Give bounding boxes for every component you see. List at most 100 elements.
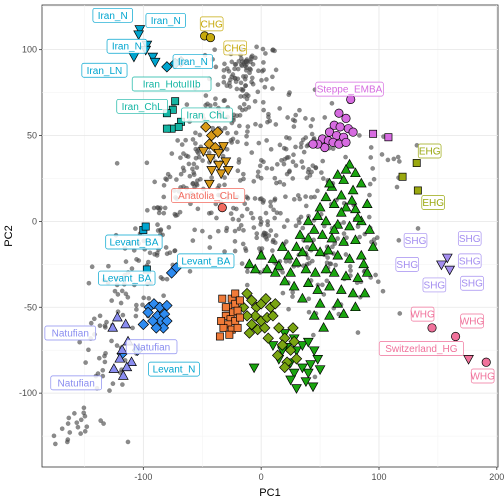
background-sample-point: [236, 217, 242, 223]
background-sample-point: [264, 165, 270, 171]
group-label: Levant_BA: [98, 270, 156, 286]
sample-marker-triangle-up: [108, 363, 120, 373]
sample-marker-triangle-up: [328, 224, 340, 234]
sample-marker-diamond: [200, 121, 212, 133]
y-axis-title: PC2: [3, 225, 15, 246]
background-sample-point: [260, 99, 266, 105]
background-sample-point: [293, 223, 299, 229]
group-label-box: [50, 375, 102, 391]
group-label-text: Natufian: [133, 342, 170, 353]
group-label-box: [460, 275, 484, 291]
group-label-box: [199, 16, 224, 32]
background-sample-point: [243, 248, 249, 254]
group-label-box: [421, 195, 445, 210]
sample-marker-triangle-down: [291, 384, 302, 394]
background-sample-point: [259, 77, 264, 83]
background-sample-point: [380, 288, 386, 294]
background-sample-point: [114, 160, 120, 166]
sample-marker-triangle-down: [134, 25, 146, 35]
sample-marker-triangle-up: [355, 249, 367, 260]
background-sample-point: [251, 225, 257, 230]
sample-marker-square: [219, 323, 228, 332]
sample-marker-triangle-up: [320, 215, 332, 226]
background-sample-point: [161, 194, 167, 200]
sample-marker-triangle-up: [324, 309, 335, 320]
sample-marker-triangle-up: [297, 246, 308, 257]
group-label-text: Iran_N: [151, 16, 181, 27]
background-sample-point: [306, 166, 312, 172]
sample-marker-triangle-up: [347, 287, 359, 298]
sample-marker-triangle-down: [133, 30, 145, 41]
group-label-text: SHG: [396, 260, 418, 271]
background-sample-point: [261, 107, 266, 113]
background-sample-point: [306, 296, 312, 302]
background-sample-point: [266, 114, 271, 120]
background-sample-point: [303, 135, 309, 140]
group-label-text: CHG: [201, 19, 223, 30]
background-sample-point: [155, 222, 160, 227]
background-sample-point: [261, 67, 266, 73]
group-label-box: [106, 38, 147, 54]
sample-marker-triangle-down: [206, 166, 218, 176]
group-label-box: [395, 256, 420, 272]
background-sample-point: [75, 424, 81, 430]
background-sample-point: [191, 161, 197, 167]
background-sample-point: [222, 61, 227, 67]
background-sample-point: [238, 222, 244, 228]
background-sample-point: [222, 249, 227, 254]
background-sample-point: [235, 139, 240, 145]
background-sample-point: [209, 175, 214, 180]
background-sample-point: [255, 169, 261, 175]
background-sample-point: [329, 100, 335, 106]
background-sample-point: [248, 67, 253, 72]
group-label-box: [403, 232, 428, 248]
background-sample-point: [181, 168, 187, 174]
y-tick-label: 50: [27, 131, 37, 141]
group-label-box: [145, 13, 186, 28]
sample-marker-triangle-up: [282, 249, 294, 260]
background-sample-point: [260, 46, 266, 52]
background-sample-point: [374, 235, 380, 240]
group-label: Iran_N: [172, 54, 213, 70]
group-label-text: SHG: [459, 256, 481, 267]
x-axis-title: PC1: [259, 487, 280, 499]
background-sample-point: [281, 182, 287, 187]
background-sample-point: [134, 307, 139, 312]
group-label: Natufian: [50, 375, 102, 391]
sample-marker-diamond: [241, 287, 253, 300]
sample-marker-diamond: [269, 298, 281, 310]
background-sample-point: [181, 151, 186, 156]
background-sample-point: [244, 141, 249, 147]
group-label: WHG: [470, 368, 495, 384]
sample-marker-triangle-up: [121, 361, 133, 372]
background-sample-point: [290, 176, 296, 181]
background-sample-point: [297, 107, 302, 113]
background-sample-point: [213, 64, 219, 70]
background-sample-point: [248, 210, 254, 216]
group-label-box: [422, 277, 447, 293]
background-sample-point: [215, 82, 221, 88]
sample-marker-square: [225, 330, 234, 339]
background-sample-point: [322, 115, 328, 120]
background-sample-point: [225, 130, 230, 136]
background-sample-point: [273, 67, 279, 73]
background-sample-point: [250, 215, 256, 221]
background-sample-point: [366, 214, 372, 220]
background-sample-point: [301, 149, 307, 155]
background-sample-point: [287, 90, 292, 95]
background-sample-point: [187, 173, 193, 179]
background-sample-point: [102, 323, 108, 329]
group-label-text: Iran_N: [112, 42, 142, 53]
background-sample-point: [251, 178, 257, 184]
background-sample-point: [272, 215, 278, 221]
group-label-text: Natufian: [58, 378, 95, 389]
sample-marker-triangle-up: [338, 308, 350, 318]
group-label: SHG: [457, 231, 482, 246]
background-sample-point: [194, 181, 199, 187]
sample-marker-triangle-up: [267, 253, 279, 263]
background-sample-point: [357, 133, 362, 138]
background-sample-point: [64, 439, 70, 445]
group-label: Switzerland_HG: [378, 341, 464, 356]
sample-marker-triangle-up: [364, 224, 375, 234]
group-label-box: [457, 231, 482, 246]
